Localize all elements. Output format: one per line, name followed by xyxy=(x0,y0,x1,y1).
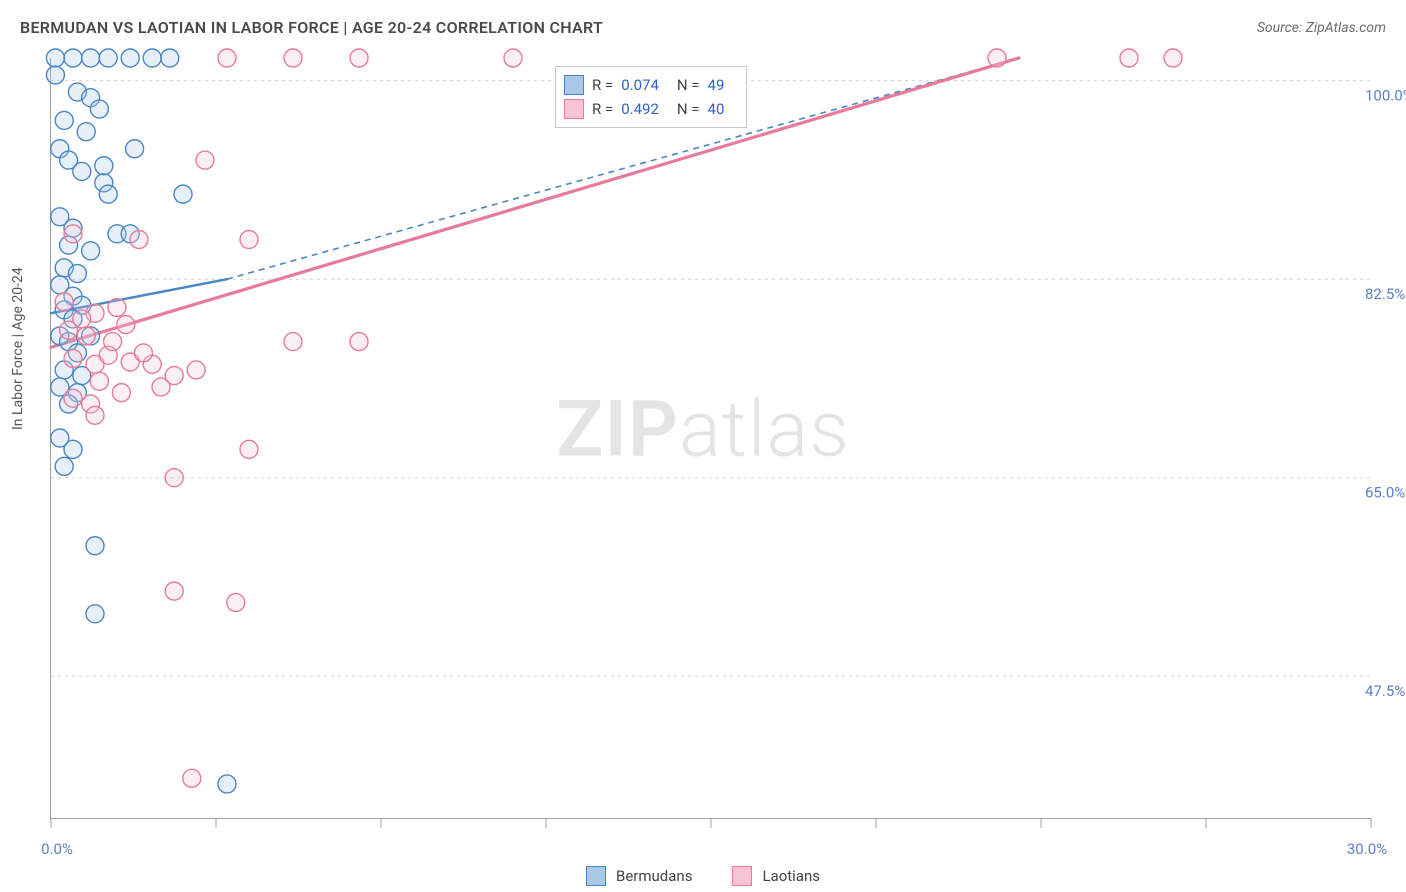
source-label: Source: ZipAtlas.com xyxy=(1257,20,1386,36)
svg-text:0.0%: 0.0% xyxy=(41,840,73,858)
bottom-legend: Bermudans Laotians xyxy=(0,866,1406,886)
r-value-0: 0.074 xyxy=(621,76,659,94)
legend-stats: R = 0.074 N = 49 R = 0.492 N = 40 xyxy=(555,66,747,128)
n-label: N = xyxy=(677,76,700,94)
swatch-bermudans xyxy=(586,866,606,886)
title-bar: BERMUDAN VS LAOTIAN IN LABOR FORCE | AGE… xyxy=(20,18,1386,37)
swatch-bermudans xyxy=(564,75,584,95)
n-value-1: 40 xyxy=(708,100,725,118)
svg-text:47.5%: 47.5% xyxy=(1365,682,1405,700)
swatch-laotians xyxy=(732,866,752,886)
svg-text:100.0%: 100.0% xyxy=(1365,87,1406,105)
scatter-chart: 47.5%65.0%82.5%100.0%0.0%30.0% xyxy=(51,58,1371,818)
r-value-1: 0.492 xyxy=(621,100,659,118)
legend-stats-row-0: R = 0.074 N = 49 xyxy=(564,73,734,97)
plot-area: 47.5%65.0%82.5%100.0%0.0%30.0% xyxy=(50,58,1371,819)
chart-title: BERMUDAN VS LAOTIAN IN LABOR FORCE | AGE… xyxy=(20,18,603,37)
legend-label-1: Laotians xyxy=(762,867,820,885)
legend-item-laotians: Laotians xyxy=(732,866,820,886)
svg-text:82.5%: 82.5% xyxy=(1365,285,1405,303)
swatch-laotians xyxy=(564,99,584,119)
legend-item-bermudans: Bermudans xyxy=(586,866,692,886)
r-label: R = xyxy=(592,76,613,94)
y-axis-title: In Labor Force | Age 20-24 xyxy=(10,267,26,430)
svg-text:65.0%: 65.0% xyxy=(1365,484,1405,502)
n-value-0: 49 xyxy=(708,76,725,94)
svg-text:30.0%: 30.0% xyxy=(1347,840,1387,858)
n-label: N = xyxy=(677,100,700,118)
legend-stats-row-1: R = 0.492 N = 40 xyxy=(564,97,734,121)
r-label: R = xyxy=(592,100,613,118)
legend-label-0: Bermudans xyxy=(616,867,692,885)
